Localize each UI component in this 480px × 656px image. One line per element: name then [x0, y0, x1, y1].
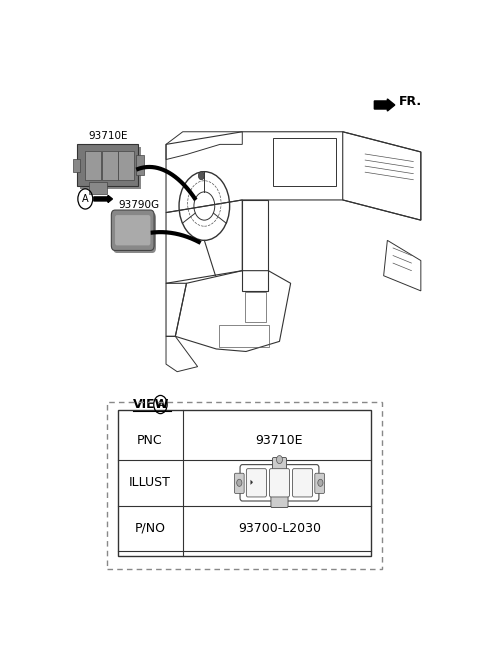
FancyBboxPatch shape [118, 152, 134, 180]
Text: ILLUST: ILLUST [129, 476, 171, 489]
Text: —  —: — — [272, 480, 287, 484]
Polygon shape [251, 480, 252, 485]
Circle shape [318, 480, 323, 486]
Text: P/NO: P/NO [134, 522, 166, 535]
FancyArrow shape [94, 195, 112, 203]
Text: 93710E: 93710E [88, 131, 127, 141]
FancyBboxPatch shape [292, 468, 312, 497]
FancyBboxPatch shape [271, 495, 288, 508]
FancyBboxPatch shape [113, 213, 156, 253]
Circle shape [276, 455, 282, 464]
Text: FR.: FR. [398, 96, 421, 108]
FancyBboxPatch shape [115, 215, 150, 245]
Text: 93700-L2030: 93700-L2030 [238, 522, 321, 535]
Text: +: + [253, 474, 260, 483]
Text: −: − [253, 483, 260, 493]
FancyBboxPatch shape [269, 468, 289, 497]
FancyBboxPatch shape [315, 473, 324, 493]
Text: VIEW: VIEW [132, 398, 169, 411]
FancyBboxPatch shape [273, 458, 287, 470]
FancyBboxPatch shape [84, 152, 101, 180]
Text: PNC: PNC [137, 434, 163, 447]
Text: ☷: ☷ [299, 478, 306, 486]
FancyBboxPatch shape [80, 147, 141, 189]
FancyBboxPatch shape [234, 473, 244, 493]
Text: A: A [157, 400, 164, 409]
Circle shape [237, 480, 242, 486]
Text: 93710E: 93710E [256, 434, 303, 447]
Text: A: A [82, 194, 89, 204]
FancyBboxPatch shape [72, 159, 80, 172]
FancyBboxPatch shape [102, 152, 119, 180]
Circle shape [198, 172, 204, 180]
FancyBboxPatch shape [240, 464, 319, 501]
FancyBboxPatch shape [111, 210, 154, 251]
FancyBboxPatch shape [246, 468, 266, 497]
FancyBboxPatch shape [89, 182, 107, 194]
Polygon shape [374, 99, 395, 111]
FancyBboxPatch shape [135, 155, 144, 174]
Text: 93790G: 93790G [119, 200, 160, 210]
FancyBboxPatch shape [77, 144, 138, 186]
